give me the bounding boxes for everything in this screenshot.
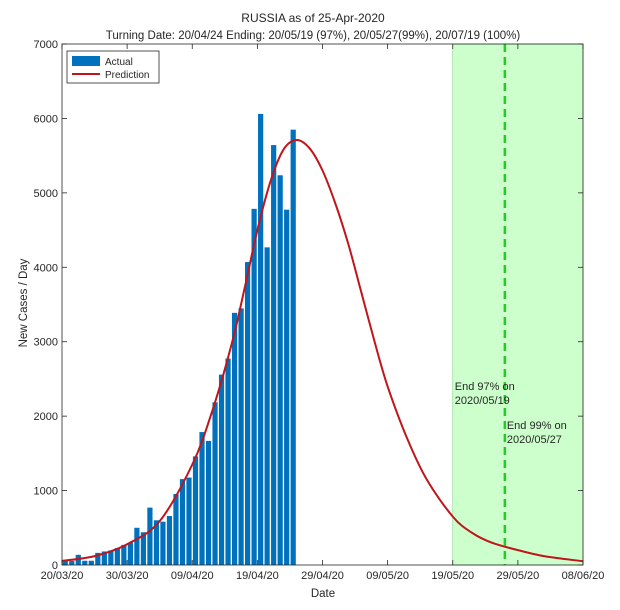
x-tick-label: 29/04/20 [301, 570, 344, 582]
x-tick-label: 30/03/20 [106, 570, 149, 582]
actual-bar [251, 208, 257, 565]
x-tick-label: 19/04/20 [236, 570, 279, 582]
annotation-line: 2020/05/19 [455, 395, 510, 407]
y-tick-label: 4000 [34, 262, 58, 274]
actual-bar [62, 561, 68, 565]
actual-bar [127, 542, 133, 565]
actual-bar [108, 550, 114, 565]
actual-bar [264, 247, 270, 565]
y-tick-label: 3000 [34, 337, 58, 349]
annotation-text: End 99% on 2020/05/27 [507, 420, 567, 446]
actual-bar [225, 358, 231, 565]
actual-bar [121, 544, 127, 565]
actual-bar [140, 532, 147, 565]
y-tick-label: 0 [52, 560, 58, 572]
actual-bar [238, 308, 244, 565]
y-tick-label: 6000 [34, 113, 58, 125]
x-axis-label: Date [311, 588, 335, 600]
actual-bar [271, 145, 277, 565]
legend-label: Prediction [105, 70, 149, 81]
actual-bar [284, 209, 290, 566]
actual-bar [179, 479, 186, 565]
actual-bar [95, 552, 101, 565]
actual-bar [245, 262, 251, 565]
y-tick-label: 1000 [34, 486, 58, 498]
legend: Actual Prediction [66, 50, 160, 84]
actual-bar [218, 374, 225, 565]
y-axis-label: New Cases / Day [18, 258, 30, 347]
actual-bar [147, 507, 153, 565]
x-tick-label: 29/05/20 [496, 570, 539, 582]
actual-bar [205, 440, 212, 565]
prediction-line [61, 139, 584, 563]
actual-bar [88, 560, 94, 565]
legend-label: Actual [105, 57, 133, 68]
actual-bar [290, 129, 296, 565]
actual-bar [258, 113, 264, 565]
actual-bar [173, 493, 179, 565]
annotation-text: End 97% on 2020/05/19 [455, 381, 515, 407]
x-tick-label: 20/03/20 [41, 570, 84, 582]
annotation-line: End 97% on [455, 381, 515, 393]
actual-bar [231, 312, 238, 565]
actual-bar [82, 560, 88, 565]
actual-bar [192, 456, 199, 565]
ending-period-shade [452, 43, 584, 566]
actual-bar [134, 527, 140, 565]
actual-bar [114, 548, 120, 565]
chart-subtitle: Turning Date: 20/04/24 Ending: 20/05/19 … [106, 30, 521, 42]
actual-bar [277, 175, 283, 566]
x-tick-label: 09/05/20 [366, 570, 409, 582]
actual-bar [160, 521, 166, 565]
chart-title: RUSSIA as of 25-Apr-2020 [241, 11, 385, 25]
legend-swatch-actual [72, 56, 100, 66]
actual-bar [69, 561, 75, 565]
actual-bar [199, 432, 205, 565]
actual-bar [212, 402, 218, 565]
x-tick-label: 09/04/20 [171, 570, 214, 582]
actual-bar [166, 516, 173, 565]
x-tick-label: 19/05/20 [431, 570, 474, 582]
annotation-line: End 99% on [507, 420, 567, 432]
y-tick-label: 2000 [34, 411, 58, 423]
y-tick-label: 5000 [34, 188, 58, 200]
annotation-line: 2020/05/27 [507, 434, 562, 446]
x-tick-label: 08/06/20 [562, 570, 605, 582]
actual-bar [153, 520, 160, 565]
actual-bar [186, 477, 192, 565]
y-tick-label: 7000 [34, 39, 58, 51]
actual-bar [101, 551, 107, 565]
